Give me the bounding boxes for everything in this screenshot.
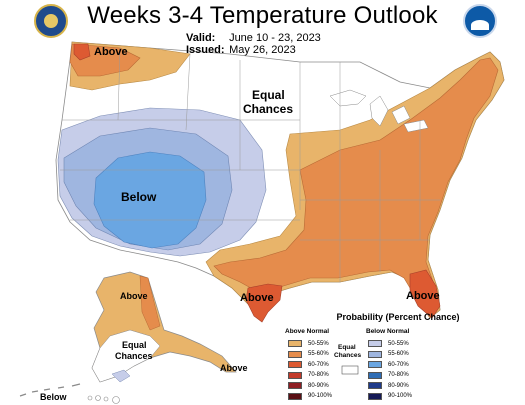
issued-value: May 26, 2023 xyxy=(229,44,296,56)
above-legend-row: 90-100% xyxy=(288,392,332,401)
above-legend-label: 50-55% xyxy=(308,340,329,347)
above-gulf-70 xyxy=(245,283,283,323)
label-ak-equal-1: Equal xyxy=(122,340,147,350)
above-legend-label: 80-90% xyxy=(308,382,329,389)
below-region-70 xyxy=(93,151,207,249)
valid-label: Valid: xyxy=(186,32,216,44)
label-se-ak-above: Above xyxy=(220,363,248,373)
hawaii-islands xyxy=(87,395,120,404)
above-legend-swatch xyxy=(288,392,302,400)
aleutian-islands xyxy=(19,383,81,397)
page-title: Weeks 3-4 Temperature Outlook xyxy=(87,2,438,29)
legend-equal-label-2: Chances xyxy=(334,352,362,359)
above-fl-70 xyxy=(409,269,441,319)
above-legend-label: 90-100% xyxy=(308,393,333,399)
above-legend-swatch xyxy=(288,350,302,358)
state-borders xyxy=(60,47,440,282)
below-legend-row: 80-90% xyxy=(368,381,409,390)
above-legend-swatch xyxy=(288,382,302,389)
below-legend-swatch xyxy=(368,392,382,400)
below-legend-label: 60-70% xyxy=(388,361,409,368)
above-legend-swatch xyxy=(288,361,302,368)
valid-value: June 10 - 23, 2023 xyxy=(229,32,321,44)
great-lakes xyxy=(329,89,429,133)
legend-title: Probability (Percent Chance) xyxy=(336,312,460,322)
below-legend-swatch xyxy=(368,371,382,379)
label-ak-equal-2: Chances xyxy=(115,351,153,361)
below-legend-row: 70-80% xyxy=(368,371,409,380)
alaska-below xyxy=(111,369,131,383)
below-legend-label: 55-60% xyxy=(388,351,409,357)
below-legend-swatch xyxy=(368,361,382,368)
alaska-equal xyxy=(91,329,161,383)
legend-equal-label-1: Equal xyxy=(338,344,356,351)
seal-emblem-icon xyxy=(44,14,58,28)
legend-below-header: Below Normal xyxy=(366,328,410,335)
below-legend-row: 90-100% xyxy=(368,392,412,401)
above-legend-row: 55-60% xyxy=(288,350,329,359)
alaska-above-60 xyxy=(139,275,161,331)
above-legend-row: 70-80% xyxy=(288,371,329,380)
issued-label: Issued: xyxy=(186,44,225,56)
label-equal-1: Equal xyxy=(252,88,285,102)
label-above-gulf: Above xyxy=(240,292,274,304)
legend-equal-swatch xyxy=(341,365,359,375)
above-legend-row: 80-90% xyxy=(288,381,329,390)
below-legend-label: 80-90% xyxy=(388,382,409,389)
below-legend-label: 90-100% xyxy=(388,393,413,399)
below-legend-row: 60-70% xyxy=(368,360,409,369)
doc-seal-icon xyxy=(34,4,68,38)
above-legend-swatch xyxy=(288,340,302,347)
issued-dates: Issued: May 26, 2023 xyxy=(186,44,296,56)
below-legend-swatch xyxy=(368,340,382,347)
label-ak-above: Above xyxy=(120,291,148,301)
below-legend-label: 70-80% xyxy=(388,372,409,378)
legend-above-header: Above Normal xyxy=(285,328,330,335)
above-legend-row: 50-55% xyxy=(288,339,329,348)
valid-dates: Valid: June 10 - 23, 2023 xyxy=(186,32,321,44)
below-legend-row: 50-55% xyxy=(368,339,409,348)
below-legend-row: 55-60% xyxy=(368,350,409,359)
below-legend-label: 50-55% xyxy=(388,340,409,347)
label-ak-below: Below xyxy=(40,392,67,402)
noaa-logo-icon xyxy=(463,4,497,38)
above-legend-row: 60-70% xyxy=(288,360,329,369)
above-legend-swatch xyxy=(288,371,302,379)
noaa-wave-icon xyxy=(471,20,489,30)
above-legend-label: 60-70% xyxy=(308,361,329,368)
label-above-nw: Above xyxy=(94,46,128,58)
above-legend-label: 70-80% xyxy=(308,372,329,378)
label-equal-2: Chances xyxy=(243,102,294,116)
label-above-fl: Above xyxy=(406,290,440,302)
above-nw-70 xyxy=(73,43,91,61)
label-below-sw: Below xyxy=(121,190,157,204)
below-legend-swatch xyxy=(368,382,382,389)
above-legend-label: 55-60% xyxy=(308,351,329,357)
below-legend-swatch xyxy=(368,350,382,358)
